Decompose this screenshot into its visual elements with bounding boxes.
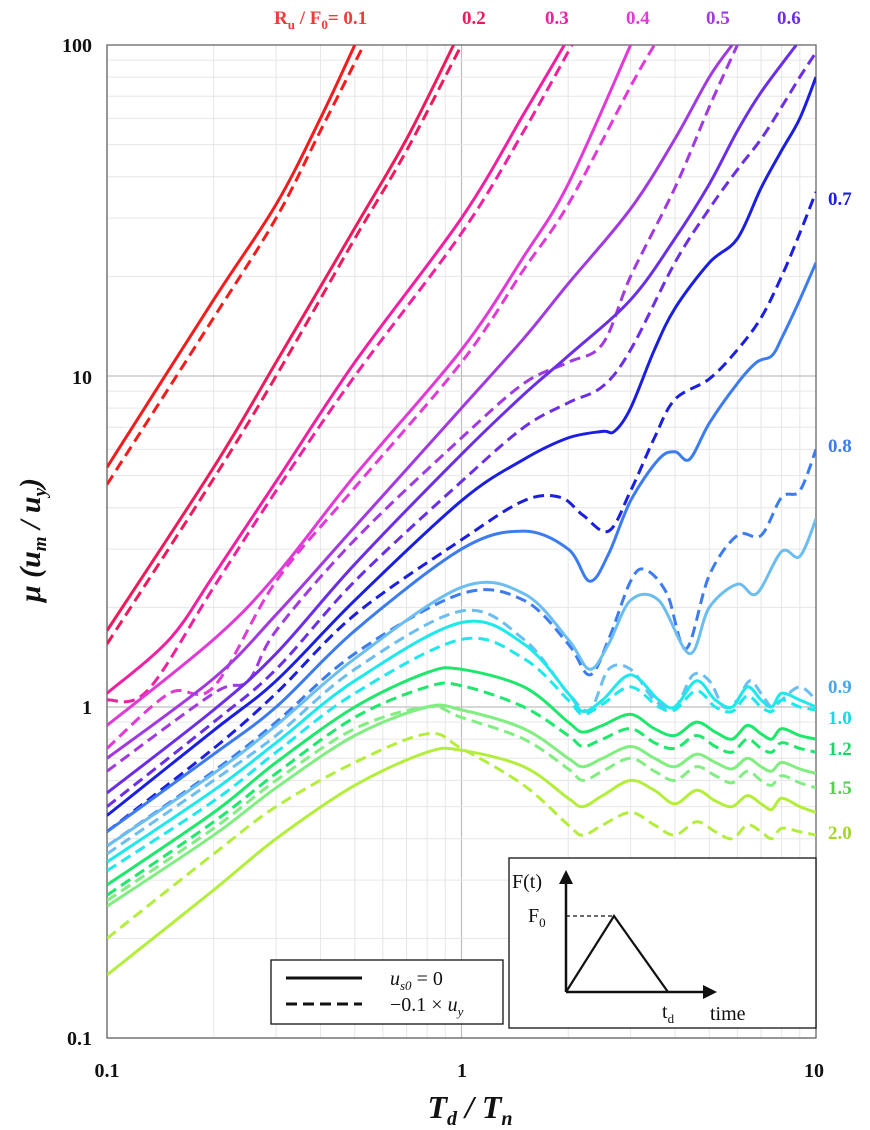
inset-triangle-load	[565, 914, 669, 993]
ratio-label-2.0: 2.0	[828, 823, 852, 844]
series-line-2-solid	[107, 746, 816, 977]
ratio-label-0.6: 0.6	[777, 8, 801, 29]
inset-y-label: F(t)	[512, 871, 542, 893]
series-line-0.9-solid	[107, 518, 816, 848]
series-line-0.6-dashed	[107, 51, 816, 808]
series-line-0.8-dashed	[107, 448, 816, 848]
series-line-0.3-dashed	[107, 45, 574, 704]
series-line-0.2-solid	[107, 45, 455, 632]
ratio-label-0.7: 0.7	[828, 189, 852, 210]
ratio-label-1.2: 1.2	[828, 739, 852, 760]
series-line-2-dashed	[107, 731, 816, 940]
series-curves	[107, 45, 816, 977]
legend: us0 = 0 −0.1 × uy	[270, 959, 504, 1025]
inset-y-arrow	[559, 870, 573, 884]
ratio-label-1.5: 1.5	[828, 778, 852, 799]
ratio-label-1.0: 1.0	[828, 708, 852, 729]
inset-x-arrow	[703, 985, 717, 999]
legend-box	[270, 959, 504, 1025]
ratio-label-0.2: 0.2	[462, 8, 486, 29]
series-line-1-solid	[107, 619, 816, 864]
series-line-1.5-dashed	[107, 705, 816, 902]
ratio-label-0.3: 0.3	[545, 8, 569, 29]
inset-td-label: td	[662, 1001, 675, 1026]
series-line-1.2-solid	[107, 666, 816, 887]
ratio-label-0.9: 0.9	[828, 677, 852, 698]
ratio-label-0.1: Ru / F0= 0.1	[274, 8, 367, 32]
y-tick-1: 1	[82, 697, 92, 719]
inset-x-label: time	[710, 1003, 746, 1025]
series-line-0.4-solid	[107, 45, 632, 727]
series-line-0.2-dashed	[107, 45, 463, 645]
legend-solid-label: us0 = 0	[390, 968, 443, 993]
load-inset: F(t) F0 td time	[508, 857, 817, 1029]
x-tick-0.1: 0.1	[95, 1060, 120, 1082]
inset-peak-label: F0	[528, 905, 546, 930]
series-line-0.8-solid	[107, 262, 816, 833]
series-line-0.4-dashed	[107, 45, 656, 750]
x-axis-title: Td / Tn	[427, 1089, 512, 1130]
ratio-label-0.8: 0.8	[828, 436, 852, 457]
plot-frame	[106, 44, 817, 1039]
series-line-0.3-solid	[107, 45, 566, 695]
inset-box	[508, 857, 817, 1029]
series-line-0.1-solid	[107, 45, 357, 469]
series-line-1-dashed	[107, 636, 816, 873]
y-axis-title: μ (um / uy)	[14, 478, 51, 604]
legend-dashed-label: −0.1 × uy	[390, 994, 464, 1019]
series-line-0.5-solid	[107, 45, 734, 760]
series-line-0.9-dashed	[107, 608, 816, 856]
series-line-0.7-solid	[107, 76, 816, 817]
series-line-1.5-solid	[107, 703, 816, 908]
y-tick-100: 100	[62, 35, 92, 57]
ratio-label-0.5: 0.5	[706, 8, 730, 29]
y-tick-0.1: 0.1	[67, 1028, 92, 1050]
x-tick-10: 10	[804, 1060, 824, 1082]
y-tick-10: 10	[72, 367, 92, 389]
x-tick-1: 1	[457, 1060, 467, 1082]
series-line-0.1-dashed	[107, 45, 366, 486]
ratio-label-0.4: 0.4	[626, 8, 650, 29]
series-line-0.6-solid	[107, 45, 798, 795]
series-line-0.5-dashed	[107, 45, 739, 773]
